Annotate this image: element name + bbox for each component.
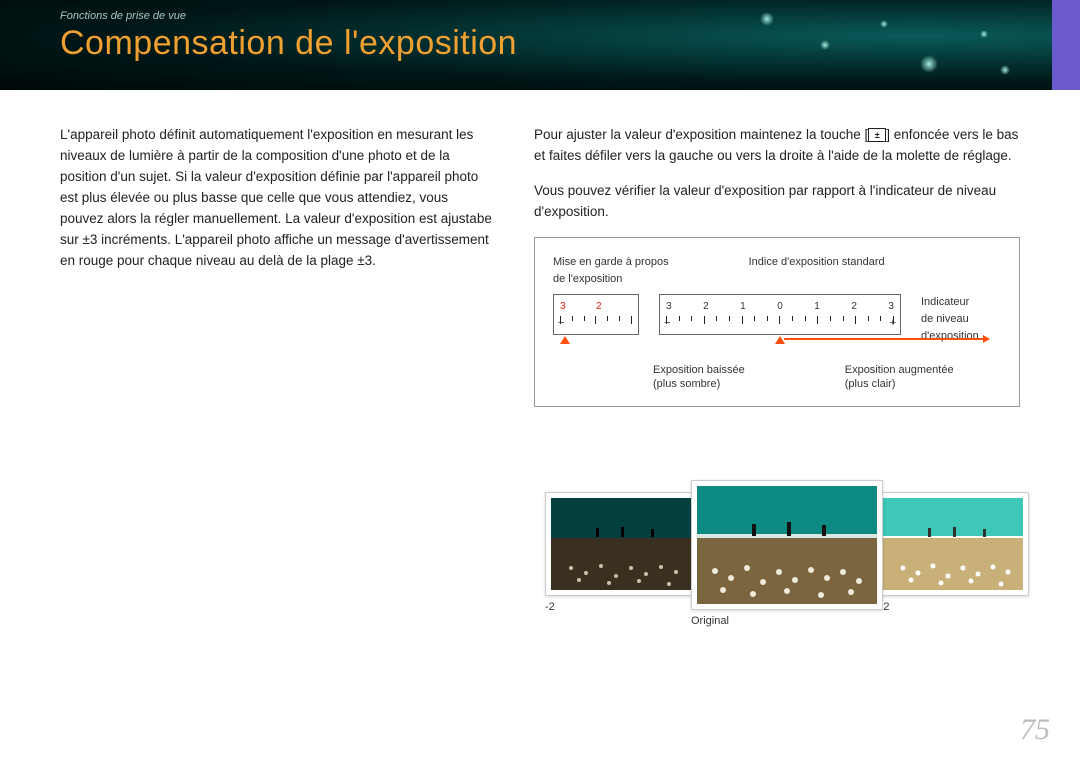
decreased-l2: (plus sombre) [653, 378, 720, 390]
photo-dark [551, 498, 691, 590]
warn-num: 3 [560, 299, 566, 315]
warning-marker-icon [560, 336, 570, 344]
minus-sign: − [664, 315, 670, 332]
example-minus: -2 [545, 492, 697, 613]
increased-l2: (plus clair) [845, 378, 896, 390]
sparkle-decor [820, 40, 830, 50]
example-photos: -2 Original +2 [545, 480, 1029, 627]
decreased-l1: Exposition baissée [653, 364, 745, 376]
sparkle-decor [880, 20, 888, 28]
intro-paragraph: L'appareil photo définit automatiquement… [60, 125, 494, 271]
warning-label-l2: de l'exposition [553, 273, 622, 285]
left-column: L'appareil photo définit automatiquement… [60, 125, 494, 407]
indicator-arrow-icon [784, 338, 984, 340]
indicator-label-l1: Indicateur [921, 296, 969, 308]
scale-num: 2 [851, 299, 857, 315]
verify-paragraph: Vous pouvez vérifier la valeur d'exposit… [534, 181, 1020, 223]
standard-label: Indice d'exposition standard [749, 254, 885, 288]
scale-num: 3 [888, 299, 894, 315]
sparkle-decor [760, 12, 774, 26]
scale-num: 1 [740, 299, 746, 315]
photo-original [697, 486, 877, 604]
scale-num: 0 [777, 299, 783, 315]
right-column: Pour ajuster la valeur d'exposition main… [534, 125, 1020, 407]
caption-plus: +2 [877, 601, 1029, 613]
photo-bright [883, 498, 1023, 590]
warning-label-l1: Mise en garde à propos [553, 256, 669, 268]
page-number: 75 [1020, 713, 1050, 747]
scale-num: 2 [703, 299, 709, 315]
exposure-comp-icon [868, 128, 886, 142]
example-original: Original [691, 480, 883, 627]
caption-minus: -2 [545, 601, 697, 613]
instr-text-a: Pour ajuster la valeur d'exposition main… [534, 127, 868, 142]
sparkle-decor [1000, 65, 1010, 75]
example-plus: +2 [877, 492, 1029, 613]
instruction-paragraph: Pour ajuster la valeur d'exposition main… [534, 125, 1020, 167]
minus-sign: − [558, 315, 564, 332]
sparkle-decor [980, 30, 988, 38]
breadcrumb: Fonctions de prise de vue [60, 10, 1020, 22]
warning-scale: 3 2 − [553, 294, 639, 336]
scale-num: 3 [666, 299, 672, 315]
page-title: Compensation de l'exposition [60, 24, 1020, 63]
increased-label: Exposition augmentée (plus clair) [845, 363, 954, 392]
sparkle-decor [920, 55, 938, 73]
side-tab[interactable] [1052, 0, 1080, 90]
plus-sign: + [890, 315, 896, 332]
main-scale: 3 2 1 0 1 2 3 [659, 294, 901, 336]
warning-label: Mise en garde à propos de l'exposition [553, 254, 669, 288]
header-band: Fonctions de prise de vue Compensation d… [0, 0, 1080, 90]
increased-l1: Exposition augmentée [845, 364, 954, 376]
scale-num: 1 [814, 299, 820, 315]
warn-num: 2 [596, 299, 602, 315]
indicator-label-l2: de niveau [921, 313, 969, 325]
exposure-diagram: Mise en garde à propos de l'exposition I… [534, 237, 1020, 407]
decreased-label: Exposition baissée (plus sombre) [653, 363, 745, 392]
caption-original: Original [691, 615, 883, 627]
content-columns: L'appareil photo définit automatiquement… [0, 90, 1080, 407]
